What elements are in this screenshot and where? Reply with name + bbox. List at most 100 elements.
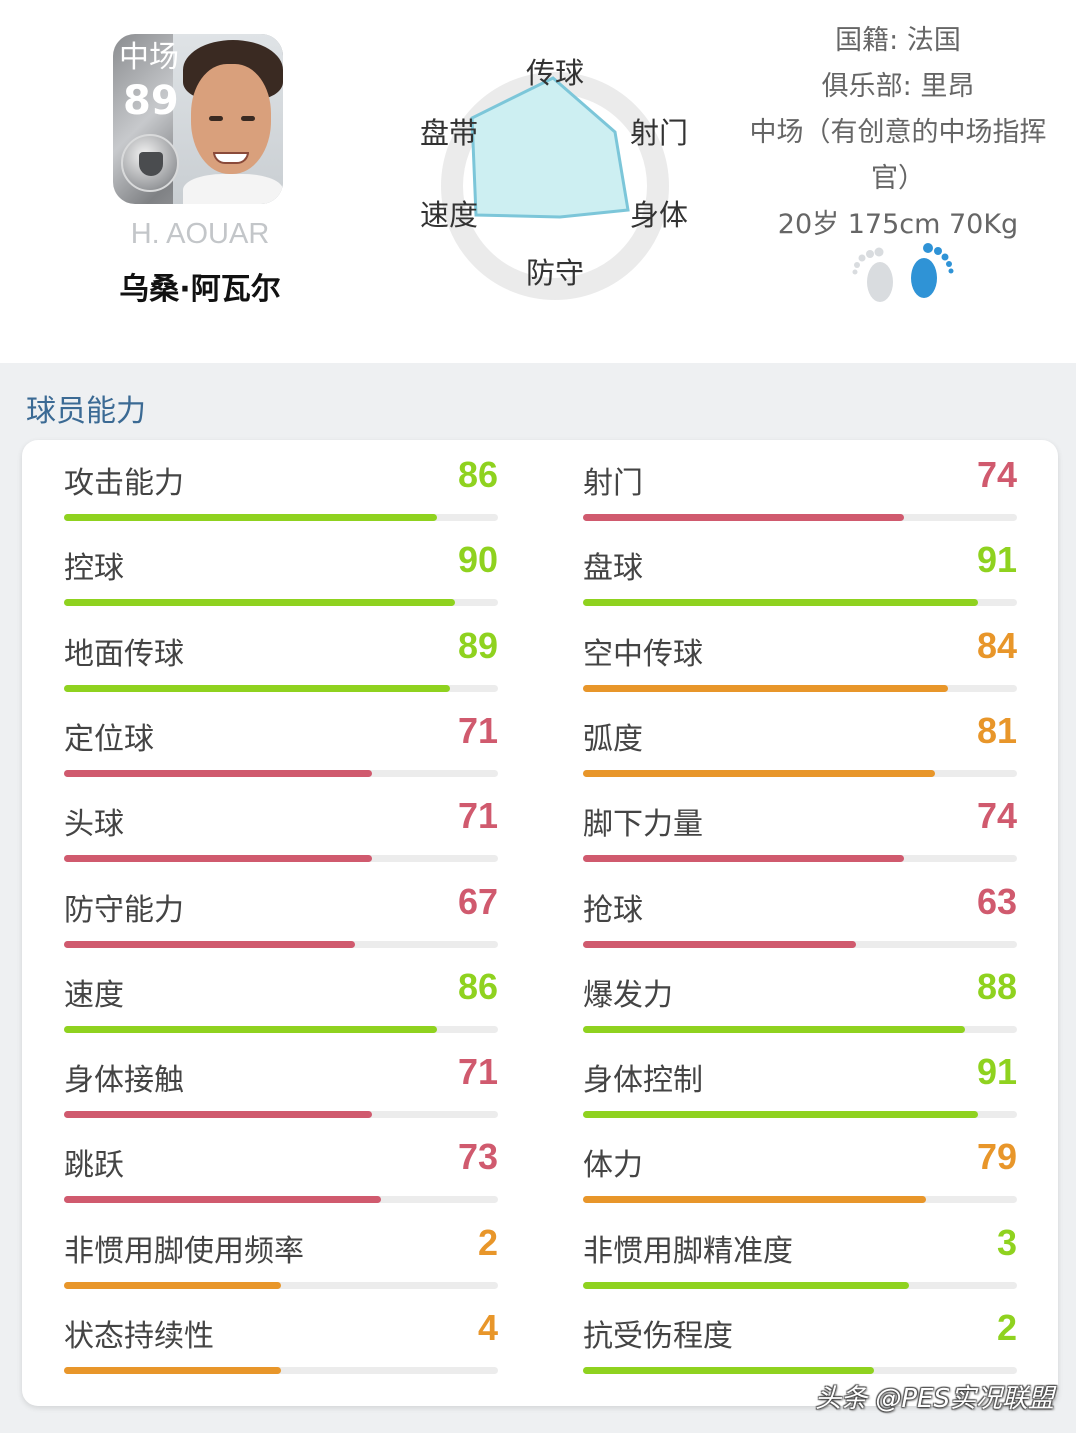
stat-row: 体力 79 <box>583 1122 1017 1207</box>
stat-label: 盘球 <box>583 551 643 587</box>
stat-bar-fill <box>583 1111 978 1119</box>
stat-label: 射门 <box>583 466 643 501</box>
player-eye-left <box>209 116 223 121</box>
stat-bar-track <box>583 1111 1017 1119</box>
strong-foot-indicator <box>850 238 960 304</box>
stat-bar-track <box>64 1111 498 1119</box>
info-club: 俱乐部: 里昂 <box>821 71 975 102</box>
stat-value: 91 <box>976 539 1017 581</box>
stat-row: 身体控制 91 <box>583 1037 1017 1122</box>
stat-row: 速度 86 <box>64 952 498 1037</box>
stat-bar-fill <box>64 1111 373 1119</box>
stat-label: 头球 <box>64 807 124 843</box>
stat-row: 爆发力 88 <box>583 952 1017 1037</box>
stat-bar-track <box>583 514 1017 521</box>
stat-row: 攻击能力 86 <box>64 440 498 525</box>
stat-row: 非惯用脚使用频率 2 <box>64 1208 498 1293</box>
stat-label: 定位球 <box>64 721 154 757</box>
stat-bar-fill <box>583 1025 965 1033</box>
stat-row: 抢球 63 <box>583 867 1017 952</box>
club-badge-icon <box>121 134 179 192</box>
stat-row: 弧度 81 <box>583 696 1017 781</box>
stats-panel: 攻击能力 86 控球 90 地面传球 89 定位球 71 头球 71 防守能力 67 速度 86 身体接触 7… <box>22 440 1058 1406</box>
stat-bar-track <box>583 599 1017 607</box>
player-header: 中场 89 H. AOUAR 乌桑·阿瓦尔 传球 射门 身体 防守 速度 盘带 … <box>0 0 1076 363</box>
stat-row: 脚下力量 74 <box>583 781 1017 866</box>
stat-label: 防守能力 <box>64 892 184 928</box>
stat-value: 74 <box>976 454 1017 495</box>
stat-bar-track <box>583 855 1017 863</box>
stat-bar-track <box>64 940 498 948</box>
stat-label: 攻击能力 <box>64 466 184 501</box>
radar-label-physical: 身体 <box>630 198 689 232</box>
stat-value: 2 <box>477 1221 498 1263</box>
stat-bar-fill <box>583 855 905 863</box>
stat-row: 身体接触 71 <box>64 1037 498 1122</box>
stat-bar-track <box>583 769 1017 777</box>
stat-bar-fill <box>64 855 373 863</box>
stat-row: 控球 90 <box>64 525 498 610</box>
stat-bar-track <box>64 684 498 692</box>
stat-label: 空中传球 <box>583 636 703 672</box>
stat-label: 非惯用脚精准度 <box>583 1233 793 1269</box>
stat-label: 弧度 <box>583 721 643 757</box>
stat-bar-fill <box>583 1281 909 1289</box>
stat-bar-track <box>583 1281 1017 1289</box>
stat-bar-track <box>583 1025 1017 1033</box>
stat-row: 状态持续性 4 <box>64 1293 498 1378</box>
card-overall-rating: 89 <box>123 78 179 124</box>
stat-label: 体力 <box>583 1148 643 1184</box>
stat-value: 67 <box>457 880 498 922</box>
right-foot-icon <box>911 243 954 298</box>
left-foot-icon <box>852 247 893 302</box>
stat-value: 86 <box>457 965 498 1007</box>
radar-label-pass: 传球 <box>526 56 585 90</box>
radar-label-shoot: 射门 <box>630 116 689 150</box>
stat-row: 非惯用脚精准度 3 <box>583 1208 1017 1293</box>
stat-row: 地面传球 89 <box>64 611 498 696</box>
stat-bar-fill <box>64 1196 381 1204</box>
stat-bar-fill <box>583 684 948 692</box>
stat-row: 射门 74 <box>583 440 1017 525</box>
stat-label: 控球 <box>64 551 124 587</box>
stat-label: 非惯用脚使用频率 <box>64 1233 304 1269</box>
stat-label: 状态持续性 <box>64 1319 214 1354</box>
info-role-line1: 中场（有创意的中场指挥 <box>749 117 1047 148</box>
stat-label: 抗受伤程度 <box>583 1319 733 1354</box>
stat-value: 88 <box>976 965 1017 1007</box>
info-body: 20岁 175cm 70Kg <box>777 209 1019 240</box>
stat-bar-fill <box>64 940 355 948</box>
stat-value: 71 <box>457 709 498 751</box>
stat-bar-track <box>583 684 1017 692</box>
player-name-cn: 乌桑·阿瓦尔 <box>119 272 281 307</box>
stat-bar-track <box>64 514 498 521</box>
radar-label-speed: 速度 <box>420 198 479 232</box>
player-shirt <box>183 174 283 204</box>
stat-bar-track <box>583 1196 1017 1204</box>
watermark: 头条 @PES实况联盟 <box>815 1384 1054 1414</box>
stat-label: 速度 <box>64 977 124 1013</box>
stat-row: 空中传球 84 <box>583 611 1017 696</box>
stat-bar-fill <box>64 514 438 521</box>
stat-row: 定位球 71 <box>64 696 498 781</box>
stat-bar-track <box>64 1196 498 1204</box>
player-card[interactable]: 中场 89 <box>113 34 283 204</box>
stat-label: 身体接触 <box>64 1063 184 1099</box>
player-eye-right <box>241 116 255 121</box>
stat-label: 抢球 <box>583 892 643 928</box>
stat-bar-track <box>64 769 498 777</box>
stat-bar-fill <box>583 1367 874 1374</box>
stat-row: 抗受伤程度 2 <box>583 1293 1017 1378</box>
stat-label: 身体控制 <box>583 1063 703 1099</box>
stat-value: 73 <box>457 1136 498 1178</box>
stat-bar-track <box>583 940 1017 948</box>
stat-bar-fill <box>583 1196 926 1204</box>
stat-value: 89 <box>457 624 498 666</box>
stat-value: 63 <box>976 880 1017 922</box>
stat-row: 头球 71 <box>64 781 498 866</box>
stat-bar-fill <box>583 514 905 521</box>
stat-label: 地面传球 <box>64 636 184 672</box>
stat-bar-fill <box>64 1367 281 1374</box>
stat-bar-track <box>64 599 498 607</box>
stat-bar-track <box>64 1281 498 1289</box>
